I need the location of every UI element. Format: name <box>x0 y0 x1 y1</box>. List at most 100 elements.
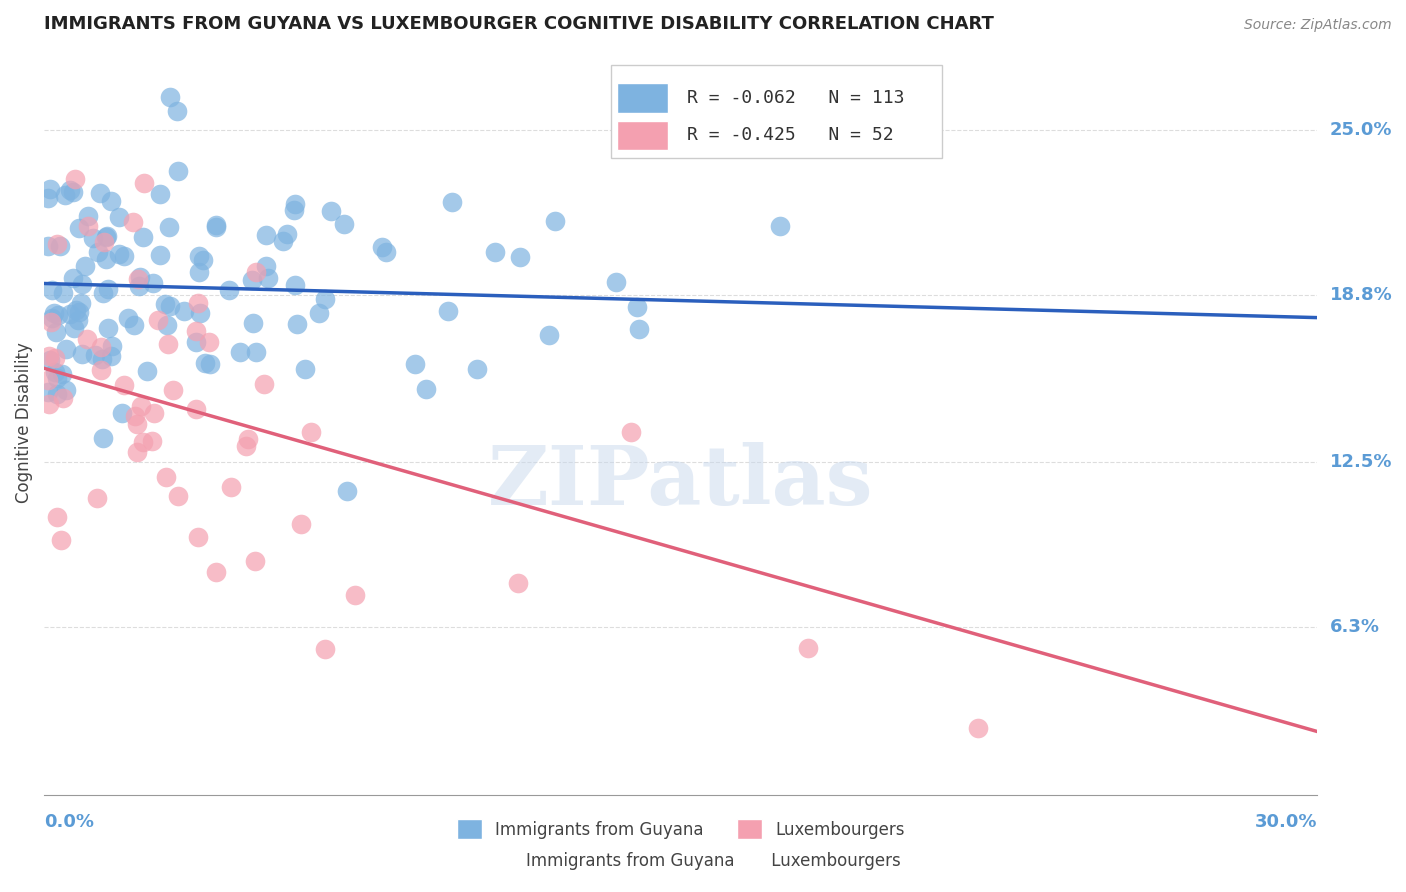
Immigrants from Guyana <box>91 351 114 366</box>
Y-axis label: Cognitive Disability: Cognitive Disability <box>15 342 32 503</box>
Immigrants from Guyana <box>205 218 228 232</box>
Immigrants from Guyana <box>336 483 359 498</box>
Immigrants from Guyana <box>465 361 488 376</box>
Immigrants from Guyana <box>55 383 77 397</box>
Immigrants from Guyana <box>374 244 396 259</box>
Immigrants from Guyana <box>91 286 114 301</box>
Luxembourgers <box>93 235 115 249</box>
Luxembourgers <box>141 434 163 449</box>
Immigrants from Guyana <box>242 273 264 287</box>
Immigrants from Guyana <box>97 282 120 296</box>
Luxembourgers <box>37 373 59 387</box>
Immigrants from Guyana <box>70 295 93 310</box>
Luxembourgers <box>121 215 143 229</box>
Immigrants from Guyana <box>100 194 122 208</box>
Immigrants from Guyana <box>284 196 307 211</box>
Immigrants from Guyana <box>157 220 180 235</box>
Immigrants from Guyana <box>287 317 309 331</box>
Luxembourgers <box>245 265 267 279</box>
Immigrants from Guyana <box>254 259 277 273</box>
Luxembourgers <box>90 363 112 377</box>
Text: R = -0.062   N = 113: R = -0.062 N = 113 <box>688 89 904 107</box>
Luxembourgers <box>129 400 152 414</box>
Immigrants from Guyana <box>229 344 252 359</box>
Immigrants from Guyana <box>38 352 60 367</box>
Immigrants from Guyana <box>314 292 336 306</box>
Immigrants from Guyana <box>245 345 267 359</box>
Luxembourgers <box>187 295 209 310</box>
Immigrants from Guyana <box>70 277 93 291</box>
Luxembourgers <box>38 349 60 363</box>
Immigrants from Guyana <box>294 362 316 376</box>
Immigrants from Guyana <box>112 249 135 263</box>
Immigrants from Guyana <box>242 316 264 330</box>
Immigrants from Guyana <box>91 431 114 445</box>
Immigrants from Guyana <box>191 253 214 268</box>
Immigrants from Guyana <box>101 339 124 353</box>
Immigrants from Guyana <box>188 306 211 320</box>
Luxembourgers <box>253 377 276 392</box>
Luxembourgers <box>127 417 149 432</box>
Immigrants from Guyana <box>149 186 172 201</box>
Immigrants from Guyana <box>87 244 110 259</box>
Immigrants from Guyana <box>46 371 69 385</box>
Immigrants from Guyana <box>73 260 96 274</box>
Luxembourgers <box>86 491 108 506</box>
Luxembourgers <box>235 439 257 453</box>
Immigrants from Guyana <box>52 286 75 301</box>
Immigrants from Guyana <box>283 277 305 292</box>
Luxembourgers <box>143 406 166 420</box>
Immigrants from Guyana <box>129 270 152 285</box>
Immigrants from Guyana <box>122 318 145 333</box>
Immigrants from Guyana <box>156 318 179 332</box>
Immigrants from Guyana <box>62 271 84 285</box>
Immigrants from Guyana <box>537 328 560 343</box>
Luxembourgers <box>162 383 184 397</box>
Immigrants from Guyana <box>276 227 298 241</box>
Immigrants from Guyana <box>37 191 59 205</box>
Text: 12.5%: 12.5% <box>1330 453 1392 471</box>
Immigrants from Guyana <box>128 279 150 293</box>
Immigrants from Guyana <box>67 305 90 319</box>
Luxembourgers <box>205 566 228 580</box>
Immigrants from Guyana <box>108 210 131 224</box>
Luxembourgers <box>63 171 86 186</box>
Immigrants from Guyana <box>256 271 278 285</box>
Immigrants from Guyana <box>205 220 228 235</box>
Luxembourgers <box>112 377 135 392</box>
Immigrants from Guyana <box>96 320 118 334</box>
Immigrants from Guyana <box>136 363 159 377</box>
Immigrants from Guyana <box>77 209 100 223</box>
Luxembourgers <box>90 340 112 354</box>
Immigrants from Guyana <box>67 221 90 235</box>
Luxembourgers <box>314 642 336 657</box>
Luxembourgers <box>46 510 69 524</box>
Immigrants from Guyana <box>319 203 342 218</box>
Immigrants from Guyana <box>67 312 90 326</box>
Luxembourgers <box>51 533 73 547</box>
Immigrants from Guyana <box>173 304 195 318</box>
Immigrants from Guyana <box>627 321 650 335</box>
Luxembourgers <box>146 313 169 327</box>
Luxembourgers <box>155 469 177 483</box>
Immigrants from Guyana <box>509 250 531 264</box>
Immigrants from Guyana <box>283 203 305 218</box>
Luxembourgers <box>132 176 155 190</box>
Immigrants from Guyana <box>370 240 392 254</box>
Immigrants from Guyana <box>59 183 82 197</box>
Immigrants from Guyana <box>37 384 59 399</box>
Luxembourgers <box>187 530 209 544</box>
Immigrants from Guyana <box>46 387 69 401</box>
Immigrants from Guyana <box>82 231 104 245</box>
Immigrants from Guyana <box>254 228 277 243</box>
Immigrants from Guyana <box>194 356 217 370</box>
Luxembourgers <box>243 554 266 568</box>
Luxembourgers <box>966 721 988 735</box>
Immigrants from Guyana <box>108 247 131 261</box>
Luxembourgers <box>166 489 188 503</box>
Luxembourgers <box>124 409 146 423</box>
Immigrants from Guyana <box>605 275 627 289</box>
Immigrants from Guyana <box>51 367 73 381</box>
Text: 25.0%: 25.0% <box>1330 120 1392 138</box>
Luxembourgers <box>52 391 75 405</box>
